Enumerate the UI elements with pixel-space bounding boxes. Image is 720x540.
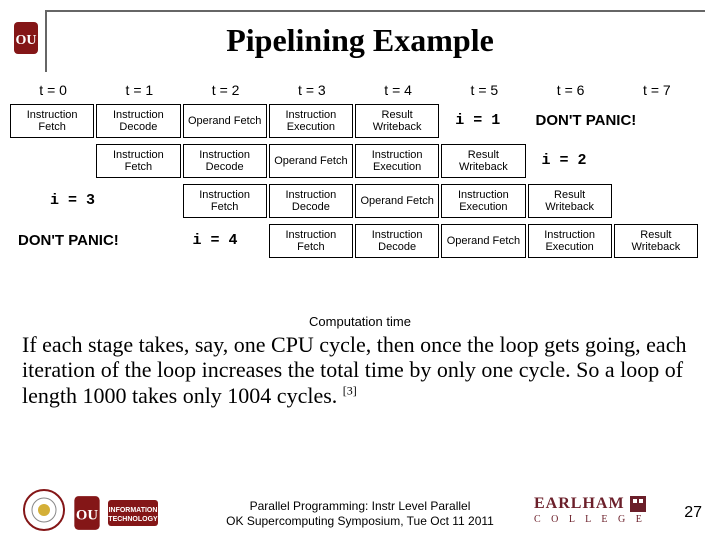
dont-panic-label: DON'T PANIC!	[18, 232, 119, 249]
pipeline-stage-cell: Instruction Execution	[528, 224, 612, 258]
instruction-index-label: i = 3	[50, 192, 95, 209]
pipeline-stage-cell: Instruction Execution	[269, 104, 353, 138]
pipeline-stage-cell: Instruction Decode	[96, 104, 180, 138]
pipeline-stage-cell: Instruction Fetch	[10, 104, 94, 138]
ou-logo-footer: OU	[72, 494, 102, 532]
pipeline-stage-cell: Operand Fetch	[183, 104, 267, 138]
svg-text:C O L L E G E: C O L L E G E	[534, 514, 646, 525]
pipeline-stage-cell: Instruction Fetch	[183, 184, 267, 218]
pipeline-stage-cell: Operand Fetch	[441, 224, 525, 258]
body-paragraph: If each stage takes, say, one CPU cycle,…	[22, 332, 698, 408]
time-label: t = 7	[614, 82, 700, 98]
time-label: t = 6	[528, 82, 614, 98]
pipeline-stage-cell: Result Writeback	[614, 224, 698, 258]
page-title: Pipelining Example	[0, 22, 720, 59]
svg-text:TECHNOLOGY: TECHNOLOGY	[108, 516, 158, 523]
pipeline-stage-cell: Instruction Fetch	[269, 224, 353, 258]
ou-it-logo: INFORMATION TECHNOLOGY	[108, 494, 158, 532]
oscer-logo	[22, 488, 66, 532]
pipeline-stage-cell: Instruction Fetch	[96, 144, 180, 178]
pipeline-stage-cell: Result Writeback	[528, 184, 612, 218]
citation-ref: [3]	[343, 383, 357, 397]
instruction-index-label: i = 2	[542, 152, 587, 169]
pipeline-stage-cell: Operand Fetch	[269, 144, 353, 178]
header-rule	[45, 10, 705, 12]
footer-line1: Parallel Programming: Instr Level Parall…	[250, 499, 471, 513]
svg-text:OU: OU	[76, 507, 98, 523]
time-label: t = 0	[10, 82, 96, 98]
time-label: t = 5	[441, 82, 527, 98]
computation-time-label: Computation time	[0, 314, 720, 329]
time-label: t = 1	[96, 82, 182, 98]
pipeline-stage-cell: Instruction Execution	[355, 144, 439, 178]
svg-text:EARLHAM: EARLHAM	[534, 495, 625, 512]
pipeline-stage-cell: Result Writeback	[441, 144, 525, 178]
pipeline-diagram: t = 0t = 1t = 2t = 3t = 4t = 5t = 6t = 7…	[10, 82, 710, 312]
page-number: 27	[684, 504, 702, 522]
time-label: t = 3	[269, 82, 355, 98]
time-label: t = 4	[355, 82, 441, 98]
pipeline-stage-cell: Instruction Decode	[269, 184, 353, 218]
pipeline-stage-cell: Instruction Decode	[355, 224, 439, 258]
pipeline-stage-cell: Instruction Execution	[441, 184, 525, 218]
earlham-logo: EARLHAM C O L L E G E	[530, 490, 650, 532]
pipeline-stage-cell: Instruction Decode	[183, 144, 267, 178]
time-label: t = 2	[183, 82, 269, 98]
pipeline-stage-cell: Result Writeback	[355, 104, 439, 138]
footer: OU INFORMATION TECHNOLOGY Parallel Progr…	[0, 472, 720, 532]
dont-panic-label: DON'T PANIC!	[536, 112, 637, 129]
footer-line2: OK Supercomputing Symposium, Tue Oct 11 …	[226, 514, 494, 528]
svg-text:INFORMATION: INFORMATION	[109, 507, 158, 514]
footer-text: Parallel Programming: Instr Level Parall…	[200, 499, 520, 528]
pipeline-stage-cell: Operand Fetch	[355, 184, 439, 218]
instruction-index-label: i = 1	[455, 112, 500, 129]
instruction-index-label: i = 4	[193, 232, 238, 249]
